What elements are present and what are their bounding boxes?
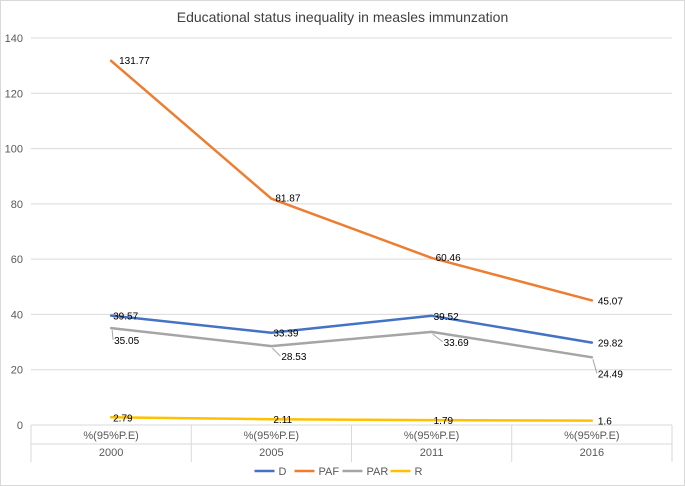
legend: D PAF PAR R xyxy=(254,466,423,478)
data-labels: 39.57 33.39 39.52 29.82 131.77 81.87 60.46 45.0… xyxy=(111,56,623,428)
data-label: 45.07 xyxy=(598,296,623,307)
axes: 0 20 40 60 80 100 120 140 %(95%P.E) 2000 %(95%P.E)… xyxy=(5,33,673,462)
data-label-leader xyxy=(432,333,443,343)
data-label: 28.53 xyxy=(281,352,306,363)
gridlines xyxy=(31,37,672,426)
series-line-r xyxy=(109,416,594,422)
data-label-leader xyxy=(592,359,598,374)
data-label: 33.39 xyxy=(273,329,298,340)
y-tick-label: 120 xyxy=(5,88,23,100)
x-tick-label: 2005 xyxy=(259,447,283,459)
y-tick-label: 140 xyxy=(5,33,23,45)
legend-label: PAR xyxy=(367,466,389,478)
data-label-leader xyxy=(111,330,114,341)
x-tick-sublabel: %(95%P.E) xyxy=(564,430,619,442)
series-line-par xyxy=(109,326,594,359)
data-label: 60.46 xyxy=(436,253,461,264)
x-tick-label: 2016 xyxy=(580,447,604,459)
x-tick-sublabel: %(95%P.E) xyxy=(83,430,138,442)
x-tick-label: 2000 xyxy=(99,447,123,459)
y-tick-label: 0 xyxy=(17,420,23,432)
x-tick-sublabel: %(95%P.E) xyxy=(244,430,299,442)
data-label: 29.82 xyxy=(598,339,623,350)
data-label: 33.69 xyxy=(444,338,469,349)
data-label: 24.49 xyxy=(598,369,623,380)
legend-label: D xyxy=(279,466,287,478)
series-line-d xyxy=(109,314,594,344)
data-label: 39.57 xyxy=(113,312,138,323)
data-label: 131.77 xyxy=(119,56,150,67)
y-tick-label: 100 xyxy=(5,144,23,156)
chart-title: Educational status inequality in measles… xyxy=(177,9,509,25)
data-label: 35.05 xyxy=(114,336,139,347)
data-label: 39.52 xyxy=(434,312,459,323)
y-tick-label: 20 xyxy=(11,365,23,377)
data-label: 1.6 xyxy=(598,417,612,428)
data-label: 81.87 xyxy=(275,194,300,205)
data-label: 2.79 xyxy=(113,413,133,424)
data-label-leader xyxy=(272,347,281,357)
data-label: 2.11 xyxy=(273,415,292,426)
legend-label: R xyxy=(415,466,423,478)
y-tick-label: 60 xyxy=(11,254,23,266)
series-line-paf xyxy=(109,59,594,302)
x-tick-label: 2011 xyxy=(420,447,444,459)
x-tick-sublabel: %(95%P.E) xyxy=(404,430,459,442)
legend-label: PAF xyxy=(319,466,340,478)
series-lines xyxy=(109,59,594,422)
y-tick-label: 40 xyxy=(11,309,23,321)
data-label: 1.79 xyxy=(434,416,454,427)
y-tick-label: 80 xyxy=(11,199,23,211)
